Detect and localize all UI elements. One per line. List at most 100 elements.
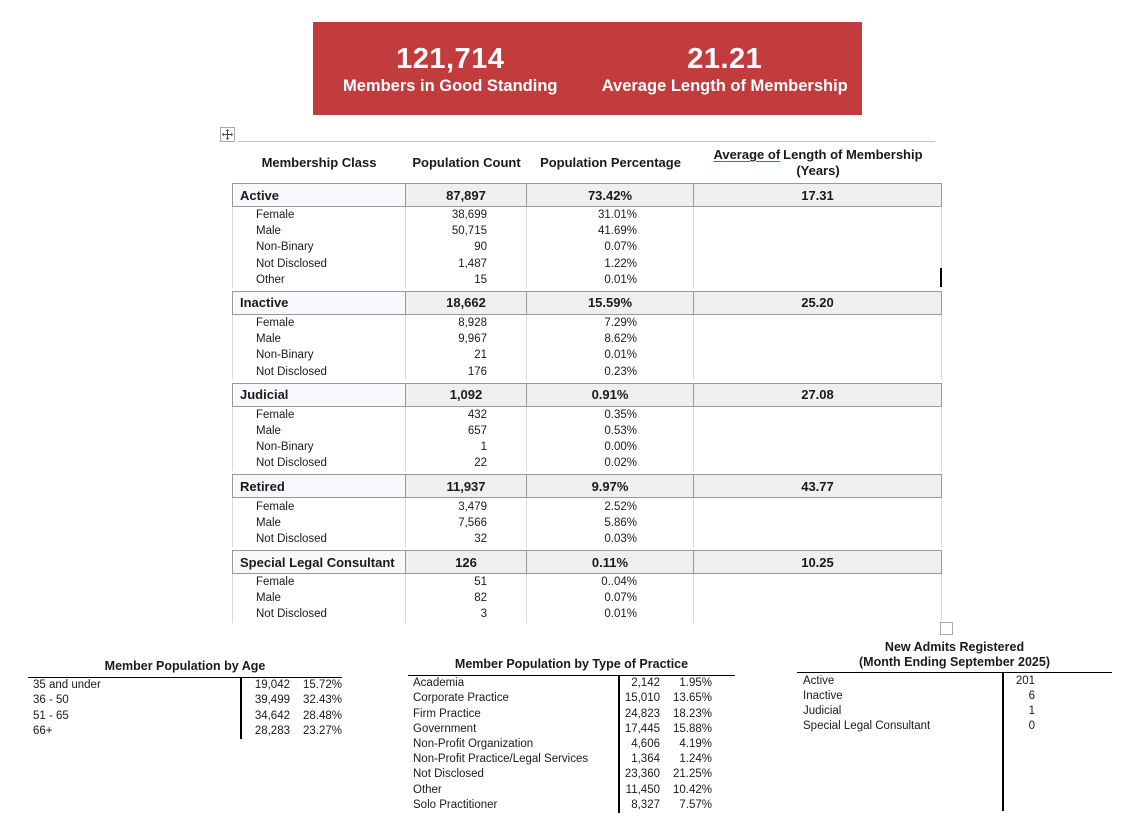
row-count-cell: 34,642 xyxy=(254,709,290,722)
table-move-handle-icon[interactable] xyxy=(220,127,235,142)
gender-pct-cell: 5.86% xyxy=(527,514,694,531)
row-count-cell: 2,142 xyxy=(631,677,660,690)
table-row: Solo Practitioner 8,327 7.57% xyxy=(408,797,735,812)
move-cross-icon xyxy=(222,129,233,140)
class-summary-row: Active 87,897 73.42% 17.31 xyxy=(232,183,942,207)
table-row: Firm Practice 24,823 18.23% xyxy=(408,706,735,721)
table-row: 51 - 65 34,642 28.48% xyxy=(28,708,342,723)
class-avg-cell: 10.25 xyxy=(693,550,942,574)
membership-table-body: Active 87,897 73.42% 17.31 Female 38,699 31.01… xyxy=(232,183,942,623)
row-label-cell: Corporate Practice xyxy=(413,692,509,705)
table-row: 35 and under 19,042 15.72% xyxy=(28,678,342,693)
row-pct-cell: 18.23% xyxy=(672,707,712,720)
header-population-percentage: Population Percentage xyxy=(540,154,681,170)
table-row: Not Disclosed 3 0.01% xyxy=(233,606,941,623)
gender-count-cell: 15 xyxy=(406,271,527,288)
row-label-cell: Judicial xyxy=(803,705,842,718)
table-row: Female 38,699 31.01% xyxy=(233,207,941,224)
class-summary-row: Retired 11,937 9.97% 43.77 xyxy=(232,474,942,499)
table-row: Male 657 0.53% xyxy=(233,422,941,440)
gender-label-cell: Not Disclosed xyxy=(233,455,406,472)
average-of-link[interactable]: Average of xyxy=(713,147,781,163)
row-count-cell: 17,445 xyxy=(624,722,660,735)
gender-pct-cell: 0.01% xyxy=(527,347,694,364)
gender-count-cell: 90 xyxy=(406,239,527,256)
table-row: Non-Binary 1 0.00% xyxy=(233,439,941,456)
membership-group: Retired 11,937 9.97% 43.77 Female 3,479 2.52% M… xyxy=(232,474,942,547)
members-label: Members in Good Standing xyxy=(342,77,558,96)
gender-label-cell: Female xyxy=(233,406,406,423)
gender-pct-cell: 0.53% xyxy=(527,422,694,440)
membership-group: Inactive 18,662 15.59% 25.20 Female 8,928 7.29… xyxy=(232,290,942,380)
table-row: Corporate Practice 15,010 13.65% xyxy=(408,691,735,706)
class-summary-row: Judicial 1,092 0.91% 27.08 xyxy=(232,382,942,407)
class-pct-cell: 15.59% xyxy=(526,290,694,315)
gender-pct-cell: 0.01% xyxy=(527,271,694,288)
gender-pct-cell: 0.02% xyxy=(527,455,694,472)
avg-length-value: 21.21 xyxy=(687,42,763,75)
gender-count-cell: 1,487 xyxy=(406,255,527,272)
table-row: Judicial 1 xyxy=(797,704,1112,719)
table-row: Non-Binary 21 0.01% xyxy=(233,347,941,364)
new-admits-table: New Admits Registered (Month Ending Sept… xyxy=(797,640,1112,812)
class-name-cell: Judicial xyxy=(232,382,406,407)
row-pct-cell: 10.42% xyxy=(672,783,712,796)
gender-breakdown: Female 3,479 2.52% Male 7,566 5.86% Not Disclo… xyxy=(232,498,942,547)
row-label-cell: 51 - 65 xyxy=(33,709,69,722)
class-avg-cell: 43.77 xyxy=(693,474,942,499)
row-label-cell: Other xyxy=(413,783,442,796)
practice-table-body: Academia 2,142 1.95% Corporate Practice 15,0… xyxy=(408,674,735,813)
age-table-body: 35 and under 19,042 15.72% 36 - 50 39,499 32.… xyxy=(28,676,342,739)
row-count-cell: 24,823 xyxy=(624,707,660,720)
table-row: Active 201 xyxy=(797,673,1112,688)
row-pct-cell: 15.72% xyxy=(302,679,342,692)
members-summary: 121,714 Members in Good Standing xyxy=(313,22,588,115)
table-row: 36 - 50 39,499 32.43% xyxy=(28,693,342,708)
table-row: Not Disclosed 23,360 21.25% xyxy=(408,767,735,782)
gender-count-cell: 9,967 xyxy=(406,331,527,348)
gender-label-cell: Non-Binary xyxy=(233,439,406,456)
new-admits-title-line1: New Admits Registered xyxy=(884,640,1025,654)
row-pct-cell: 1.95% xyxy=(679,677,712,690)
header-population-count: Population Count xyxy=(412,154,521,170)
row-pct-cell: 15.88% xyxy=(672,722,712,735)
vertical-divider xyxy=(1002,673,1004,812)
gender-breakdown: Female 8,928 7.29% Male 9,967 8.62% Non-Binary… xyxy=(232,314,942,380)
gender-pct-cell: 7.29% xyxy=(527,314,694,332)
class-name-cell: Active xyxy=(232,183,406,207)
row-count-cell: 28,283 xyxy=(254,724,290,737)
table-row: Non-Binary 90 0.07% xyxy=(233,239,941,256)
header-membership-class: Membership Class xyxy=(261,154,377,170)
table-row: Not Disclosed 32 0.03% xyxy=(233,530,941,547)
avg-length-label: Average Length of Membership xyxy=(601,77,848,96)
membership-group: Special Legal Consultant 126 0.11% 10.25 Fem… xyxy=(232,550,942,623)
table-row: Female 432 0.35% xyxy=(233,406,941,423)
row-pct-cell: 21.25% xyxy=(672,768,712,781)
avg-length-summary: 21.21 Average Length of Membership xyxy=(588,22,863,115)
row-label-cell: Government xyxy=(413,722,477,735)
gender-count-cell: 51 xyxy=(406,574,527,591)
gender-label-cell: Female xyxy=(233,314,406,332)
row-label-cell: 66+ xyxy=(33,724,53,737)
checkbox-icon[interactable] xyxy=(940,622,953,635)
row-count-cell: 11,450 xyxy=(625,783,660,796)
row-count-cell: 23,360 xyxy=(624,768,660,781)
row-pct-cell: 13.65% xyxy=(672,692,712,705)
row-count-cell: 1 xyxy=(1028,705,1035,718)
gender-pct-cell: 0.35% xyxy=(527,406,694,423)
row-label-cell: Solo Practitioner xyxy=(413,798,498,811)
class-name-cell: Special Legal Consultant xyxy=(232,550,406,574)
table-row: Non-Profit Organization 4,606 4.19% xyxy=(408,736,735,751)
table-row: Other 15 0.01% xyxy=(233,271,941,288)
row-count-cell: 4,606 xyxy=(631,737,660,750)
gender-pct-cell: 0.07% xyxy=(527,590,694,607)
row-label-cell: Special Legal Consultant xyxy=(803,720,931,733)
practice-table: Member Population by Type of Practice Ac… xyxy=(408,657,735,813)
row-label-cell: Active xyxy=(803,674,835,687)
table-row: Non-Profit Practice/Legal Services 1,364 1… xyxy=(408,752,735,767)
row-count-cell: 39,499 xyxy=(254,694,290,707)
row-count-cell: 1,364 xyxy=(631,753,660,766)
horizontal-divider xyxy=(238,141,935,142)
row-count-cell: 201 xyxy=(1015,674,1035,687)
gender-pct-cell: 41.69% xyxy=(527,223,694,240)
